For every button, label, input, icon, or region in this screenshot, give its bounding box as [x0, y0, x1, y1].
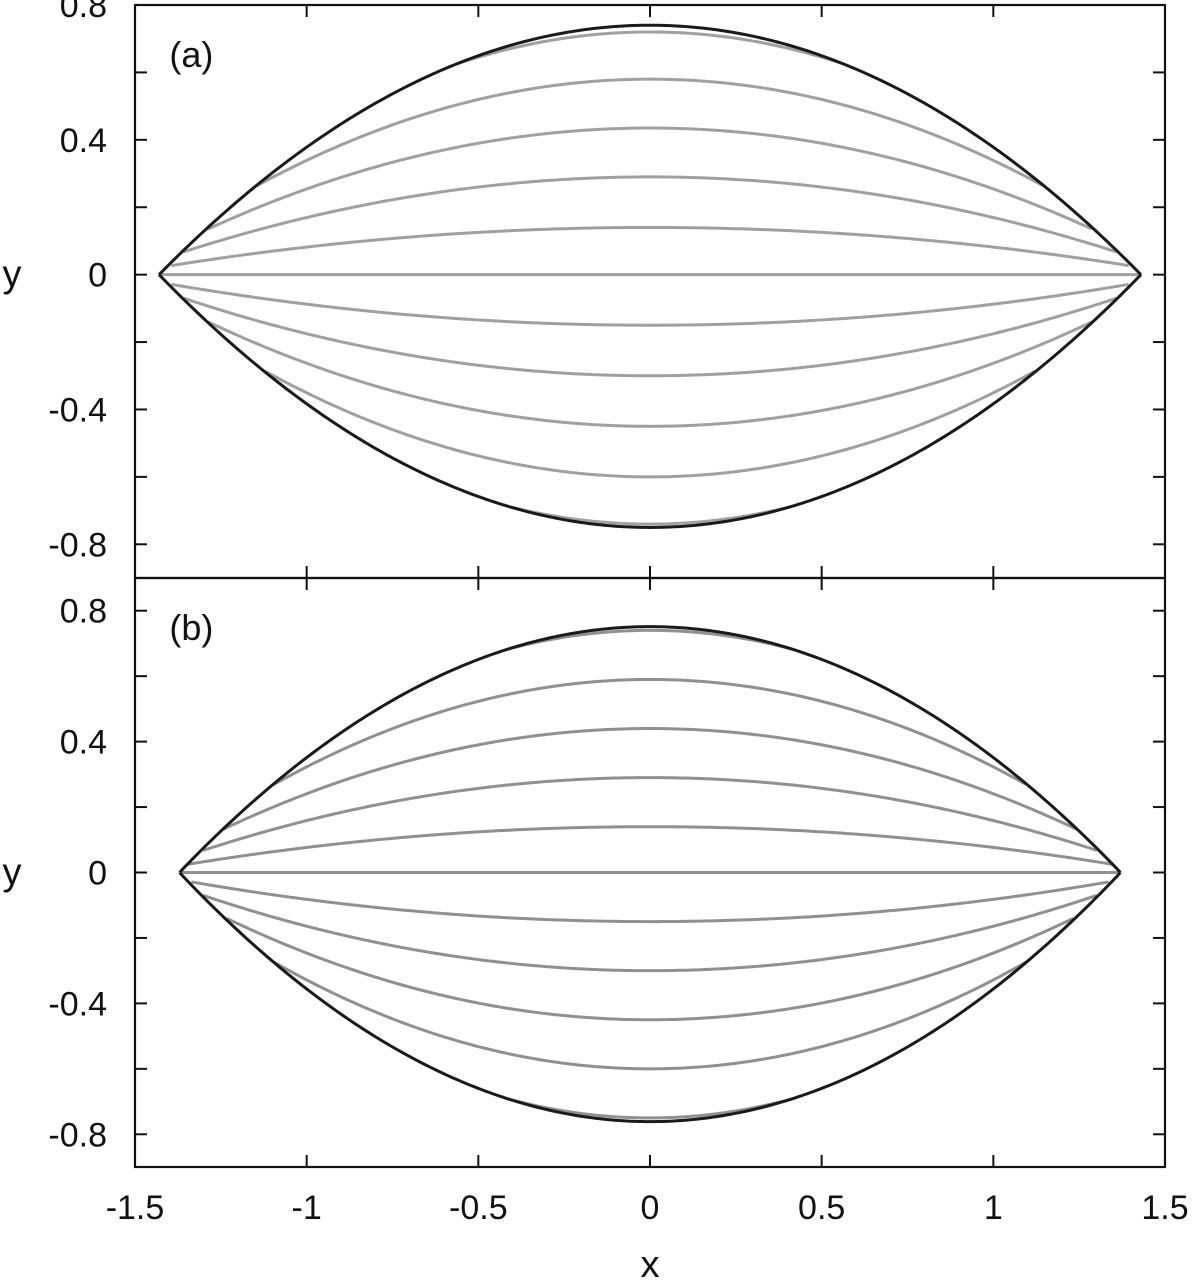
y-tick-label-b: 0.4: [60, 724, 107, 762]
streamline-b: [508, 1097, 792, 1120]
x-tick-label: -0.5: [449, 1189, 508, 1227]
y-tick-label-a: -0.4: [48, 391, 107, 429]
x-tick-label: 1: [984, 1189, 1003, 1227]
y-tick-label-a: 0.8: [60, 0, 107, 25]
streamline-b: [222, 727, 1078, 831]
streamline-a: [510, 505, 790, 526]
x-tick-label: 0: [641, 1189, 660, 1227]
x-tick-label: -1.5: [106, 1189, 165, 1227]
streamline-a: [171, 225, 1129, 268]
y-tick-label-a: 0.4: [60, 122, 107, 160]
streamline-a: [183, 175, 1117, 254]
streamline-a: [264, 370, 1036, 479]
streamline-b: [508, 628, 792, 651]
x-axis-label: x: [641, 1244, 660, 1282]
streamline-a: [457, 30, 843, 66]
y-tick-label-a: -0.8: [48, 526, 107, 564]
streamline-b: [272, 677, 1028, 786]
panel-label-a: (a): [169, 34, 213, 75]
boundary-lower-b: [178, 871, 1122, 1124]
y-tick-label-b: -0.8: [48, 1116, 107, 1154]
streamline-b: [191, 880, 1109, 924]
y-tick-label-b: 0: [88, 855, 107, 893]
y-axis-label-a: y: [3, 254, 22, 296]
streamline-a: [207, 320, 1093, 428]
boundary-upper-a: [157, 23, 1143, 276]
panel-b: 0.8 0.4 0 -0.4 -0.8 -1.5 -1 -0.5 0 0.5 1 1.5 y x (b): [3, 576, 1189, 1282]
x-tick-label: 0.5: [798, 1189, 845, 1227]
streamline-a: [207, 126, 1093, 231]
streamline-b: [272, 960, 1028, 1071]
panel-a: 0.8 0.4 0 -0.4 -0.8 y (a): [3, 0, 1167, 580]
y-tick-label-b: -0.4: [48, 985, 107, 1023]
boundary-lower-a: [157, 273, 1143, 529]
streamline-a: [171, 282, 1129, 327]
streamline-a: [183, 296, 1117, 378]
x-tick-label: -1: [292, 1189, 322, 1227]
x-tick-label: 1.5: [1141, 1189, 1188, 1227]
y-axis-label-b: y: [3, 852, 22, 894]
y-tick-label-a: 0: [88, 257, 107, 295]
streamline-b: [187, 825, 1113, 866]
streamline-a: [256, 77, 1044, 187]
streamline-b: [202, 776, 1098, 852]
boundary-upper-b: [178, 625, 1122, 874]
streamline-b: [226, 917, 1074, 1022]
streamline-b: [202, 893, 1098, 973]
panel-label-b: (b): [169, 607, 213, 648]
y-tick-label-b: 0.8: [60, 593, 107, 631]
plot-frame-a: [133, 3, 1167, 580]
